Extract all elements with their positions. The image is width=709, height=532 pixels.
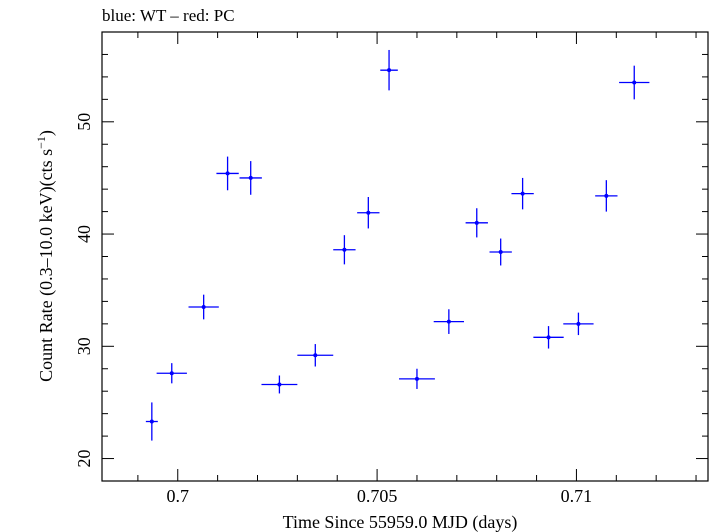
point-marker — [414, 376, 419, 381]
x-tick-label: 0.71 — [561, 486, 593, 506]
point-marker — [474, 220, 479, 225]
data-point — [619, 65, 650, 100]
point-marker — [498, 250, 503, 255]
data-point — [261, 375, 298, 394]
y-tick-label: 40 — [74, 225, 94, 243]
point-marker — [387, 68, 392, 73]
x-tick-labels: 0.7 0.705 0.71 — [167, 486, 593, 506]
y-axis-label-end: ) — [36, 130, 57, 136]
point-marker — [576, 321, 581, 326]
chart-title: blue: WT – red: PC — [102, 6, 235, 25]
data-point — [188, 294, 219, 320]
data-point — [595, 180, 618, 212]
plot-frame — [101, 31, 709, 482]
point-marker — [201, 305, 206, 310]
y-tick-label: 30 — [74, 337, 94, 355]
data-point — [145, 402, 158, 441]
point-marker — [313, 353, 318, 358]
data-point — [297, 344, 334, 367]
y-axis-label-superscript: −1 — [34, 136, 48, 149]
data-point — [511, 177, 534, 210]
y-tick-label: 20 — [74, 450, 94, 468]
point-marker — [604, 193, 609, 198]
y-tick-labels: 20 30 40 50 — [74, 113, 94, 468]
y-tick-label: 50 — [74, 113, 94, 131]
data-point — [333, 235, 356, 265]
data-point — [216, 156, 239, 191]
data-point — [399, 368, 435, 389]
data-point — [380, 49, 398, 91]
point-marker — [546, 335, 551, 340]
y-axis-label-main: Count Rate (0.3–10.0 keV)(cts s — [36, 149, 57, 382]
x-axis-label: Time Since 55959.0 MJD (days) — [283, 512, 518, 532]
data-point — [156, 363, 187, 384]
data-point — [465, 208, 488, 238]
y-axis-label: Count Rate (0.3–10.0 keV)(cts s−1) — [34, 130, 57, 382]
point-marker — [520, 191, 525, 196]
point-marker — [277, 382, 282, 387]
point-marker — [149, 419, 154, 424]
data-points — [145, 49, 650, 441]
data-point — [533, 326, 564, 349]
point-marker — [248, 175, 253, 180]
point-marker — [632, 80, 637, 85]
data-point — [563, 312, 594, 336]
data-point — [357, 197, 380, 229]
axis-ticks — [102, 31, 708, 482]
point-marker — [342, 247, 347, 252]
point-marker — [446, 319, 451, 324]
point-marker — [169, 371, 174, 376]
data-point — [489, 238, 512, 266]
point-marker — [225, 171, 230, 176]
data-point — [433, 309, 465, 334]
x-tick-label: 0.7 — [167, 486, 190, 506]
x-tick-label: 0.705 — [357, 486, 398, 506]
point-marker — [366, 210, 371, 215]
data-point — [239, 161, 262, 195]
